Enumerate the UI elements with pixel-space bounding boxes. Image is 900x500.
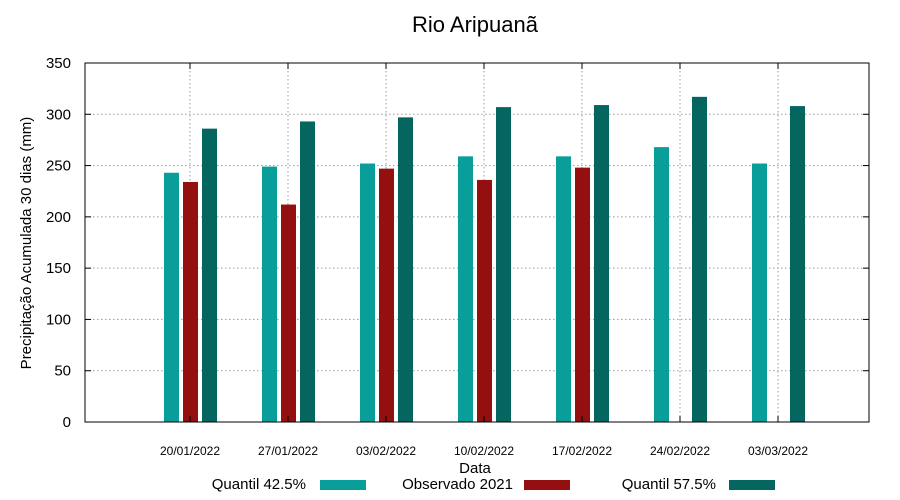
bar-quantil-42-5 — [164, 172, 179, 422]
bar-quantil-42-5 — [262, 166, 277, 422]
legend-label: Observado 2021 — [402, 476, 513, 493]
bar-quantil-42-5 — [360, 163, 375, 422]
y-tick-label: 50 — [54, 363, 71, 380]
bar-quantil-42-5 — [458, 156, 473, 422]
bar-observado-2021 — [575, 167, 590, 422]
bar-observado-2021 — [379, 168, 394, 422]
bar-observado-2021 — [183, 181, 198, 422]
bar-quantil-57-5 — [398, 117, 413, 422]
bar-quantil-57-5 — [594, 105, 609, 422]
legend-label: Quantil 57.5% — [622, 476, 716, 493]
y-tick-label: 150 — [46, 260, 71, 277]
y-axis-title: Precipitação Acumulada 30 dias (mm) — [18, 117, 35, 370]
bar-observado-2021 — [281, 204, 296, 422]
x-tick-label: 24/02/2022 — [650, 444, 710, 458]
legend: Quantil 42.5% Observado 2021 Quantil 57.5% — [212, 476, 775, 493]
bar-quantil-42-5 — [654, 147, 669, 422]
bar-quantil-57-5 — [692, 96, 707, 422]
bar-quantil-42-5 — [556, 156, 571, 422]
y-tick-label: 200 — [46, 209, 71, 226]
x-tick-label: 20/01/2022 — [160, 444, 220, 458]
x-tick-label: 17/02/2022 — [552, 444, 612, 458]
bar-quantil-57-5 — [790, 106, 805, 422]
x-axis-title: Data — [459, 460, 491, 477]
plot-frame — [84, 62, 870, 423]
bar-quantil-57-5 — [202, 128, 217, 422]
y-tick-label: 0 — [63, 414, 71, 431]
legend-swatch — [320, 480, 366, 490]
legend-swatch — [524, 480, 570, 490]
x-tick-label: 27/01/2022 — [258, 444, 318, 458]
legend-label: Quantil 42.5% — [212, 476, 306, 493]
bars-layer — [164, 96, 805, 423]
y-tick-label: 300 — [46, 106, 71, 123]
y-tick-label: 100 — [46, 311, 71, 328]
chart-title: Rio Aripuanã — [412, 12, 539, 37]
y-tick-label: 250 — [46, 158, 71, 175]
legend-swatch — [729, 480, 775, 490]
y-tick-label: 350 — [46, 55, 71, 72]
bar-quantil-57-5 — [300, 121, 315, 423]
ticks-layer — [85, 62, 869, 423]
bar-quantil-57-5 — [496, 107, 511, 422]
y-tick-labels: 0 50 100 150 200 250 300 350 — [46, 55, 71, 431]
x-tick-labels: 20/01/2022 27/01/2022 03/02/2022 10/02/2022… — [160, 444, 808, 458]
x-tick-label: 10/02/2022 — [454, 444, 514, 458]
bar-observado-2021 — [477, 179, 492, 422]
x-tick-label: 03/03/2022 — [748, 444, 808, 458]
bar-quantil-42-5 — [752, 163, 767, 422]
x-tick-label: 03/02/2022 — [356, 444, 416, 458]
